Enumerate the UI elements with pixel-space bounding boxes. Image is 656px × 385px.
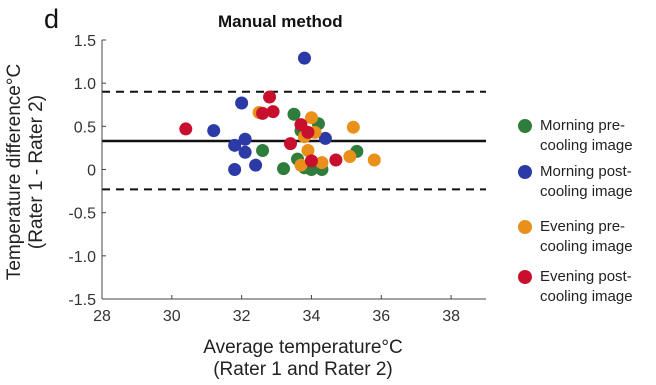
- data-point: [256, 144, 270, 158]
- data-point: [346, 120, 360, 134]
- data-point: [228, 163, 242, 176]
- legend-label-line: cooling image: [540, 238, 633, 255]
- data-point: [284, 137, 298, 151]
- legend-label-line: cooling image: [540, 137, 633, 154]
- data-point: [294, 158, 308, 172]
- data-point: [301, 125, 315, 139]
- x-tick-label: 38: [442, 308, 460, 325]
- data-point: [263, 90, 277, 104]
- data-point: [228, 138, 242, 152]
- y-axis-label-line-2: (Rater 1 - Rater 2): [26, 94, 47, 250]
- panel-label: d: [44, 4, 60, 34]
- chart-title: Manual method: [218, 12, 343, 31]
- data-point: [297, 51, 311, 65]
- data-point: [238, 132, 252, 146]
- data-point: [318, 131, 332, 145]
- legend-marker-evening-post: [518, 270, 532, 284]
- y-tick-label: -1.5: [68, 292, 96, 309]
- x-tick-label: 28: [93, 308, 111, 325]
- y-tick-label: 1.5: [74, 33, 96, 50]
- data-point: [266, 105, 280, 119]
- x-axis-label-line-2: (Rater 1 and Rater 2): [213, 359, 393, 380]
- data-point: [235, 96, 249, 110]
- data-point: [301, 144, 315, 158]
- x-axis-label: Average temperature°C (Rater 1 and Rater…: [170, 337, 436, 381]
- y-tick-label: 0.5: [74, 119, 96, 136]
- y-tick-label: 1.0: [74, 76, 96, 93]
- legend-label-line: Morning pre-: [540, 117, 626, 134]
- x-tick-label: 36: [372, 308, 390, 325]
- legend-label-line: Evening post-: [540, 268, 632, 285]
- data-point: [256, 106, 270, 120]
- y-tick-label: 0: [87, 163, 96, 180]
- data-point: [304, 111, 318, 125]
- legend-label-line: Evening pre-: [540, 218, 626, 235]
- data-point: [304, 154, 318, 168]
- x-tick-label: 30: [163, 308, 181, 325]
- legend-label-line: cooling image: [540, 288, 633, 305]
- legend-marker-morning-pre: [518, 119, 532, 133]
- legend-marker-morning-post: [518, 165, 532, 179]
- data-point: [315, 156, 329, 170]
- x-tick-label: 34: [303, 308, 321, 325]
- data-point: [179, 122, 193, 136]
- legend-marker-evening-pre: [518, 220, 532, 234]
- legend-label-line: Morning post-: [540, 163, 632, 180]
- data-point: [277, 162, 291, 176]
- axes: -1.5 -1.0 -0.5 0 0.5 1.0 1.5 28 30 32 34 36 38: [68, 33, 486, 325]
- y-axis-label-line-1: Temperature difference°C: [4, 63, 25, 281]
- y-tick-label: -0.5: [68, 206, 96, 223]
- y-tick-label: -1.0: [68, 249, 96, 266]
- data-point: [367, 153, 381, 167]
- legend-label-line: cooling image: [540, 183, 633, 200]
- data-point: [329, 153, 343, 167]
- x-axis-label-line-1: Average temperature°C: [203, 337, 403, 358]
- data-point: [238, 145, 252, 159]
- data-point: [207, 124, 221, 138]
- data-point: [287, 107, 301, 121]
- data-point: [343, 150, 357, 164]
- x-tick-label: 32: [233, 308, 251, 325]
- data-points: [179, 51, 381, 176]
- data-point: [249, 158, 263, 172]
